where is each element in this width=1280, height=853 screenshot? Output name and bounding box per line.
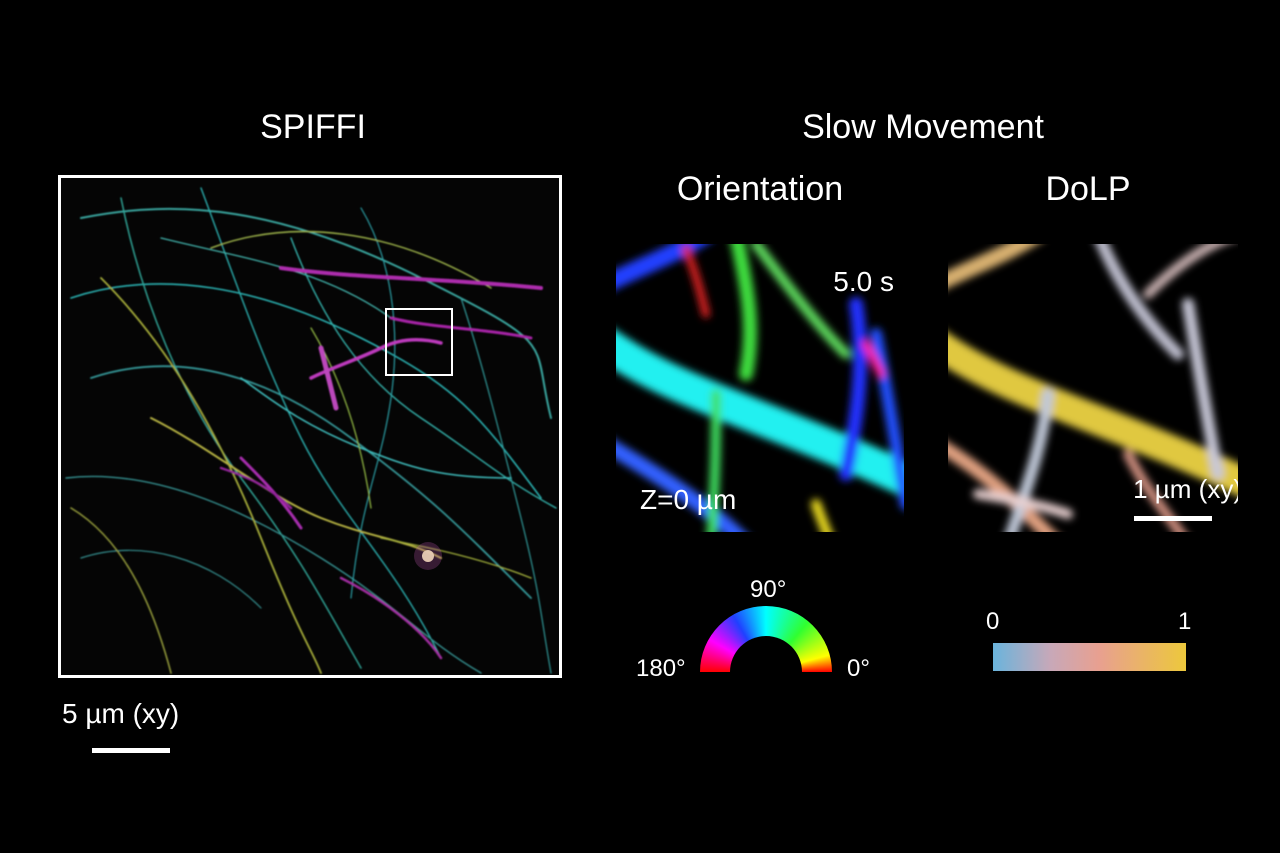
spiffi-image-panel — [58, 175, 562, 678]
dolp-title: DoLP — [1045, 170, 1131, 208]
left-panel-title: SPIFFI — [260, 108, 366, 146]
dolp-scale-label: 1 µm (xy) — [1133, 474, 1238, 504]
spiffi-filament-image — [61, 178, 559, 675]
orientation-legend — [700, 606, 832, 708]
dolp-colorbar — [993, 643, 1186, 671]
dolp-image-panel: 1 µm (xy) — [948, 244, 1238, 532]
orientation-map-image — [616, 244, 904, 532]
right-section-title: Slow Movement — [802, 108, 1044, 146]
dolp-legend-min: 0 — [986, 608, 1000, 635]
orientation-legend-top: 90° — [750, 576, 787, 603]
inset-region-box — [385, 308, 453, 376]
dolp-map-image — [948, 244, 1238, 532]
orientation-legend-right: 0° — [847, 655, 870, 682]
orientation-legend-left: 180° — [636, 655, 686, 682]
orientation-title: Orientation — [676, 170, 844, 208]
left-scale-bar — [92, 748, 170, 753]
left-scale-label: 5 µm (xy) — [62, 698, 180, 729]
dolp-scale-bar — [1134, 516, 1212, 521]
z-depth-label: Z=0 µm — [640, 484, 737, 515]
dolp-legend-max: 1 — [1178, 608, 1192, 635]
orientation-image-panel: 5.0 s Z=0 µm — [616, 244, 904, 532]
time-label: 5.0 s — [833, 266, 894, 297]
